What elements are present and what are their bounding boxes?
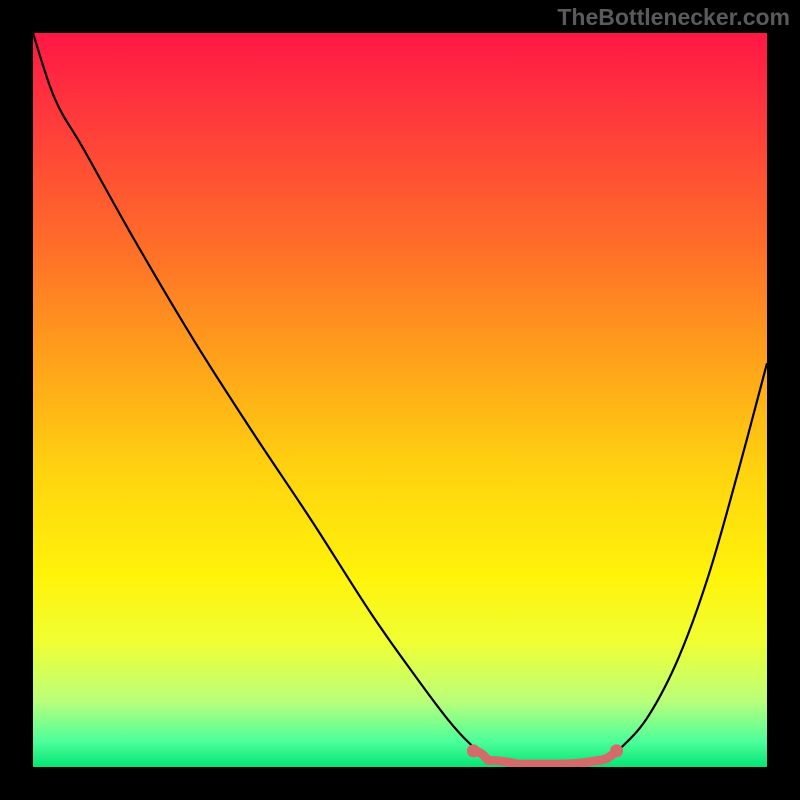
curve-overlay	[33, 33, 767, 767]
watermark-text: TheBottlenecker.com	[557, 4, 790, 31]
band-end-marker	[610, 744, 623, 757]
chart-container: TheBottlenecker.com	[0, 0, 800, 800]
plot-area	[33, 33, 767, 767]
optimal-range-band	[473, 751, 616, 764]
bottleneck-curve	[33, 33, 767, 765]
band-start-marker	[467, 744, 480, 757]
